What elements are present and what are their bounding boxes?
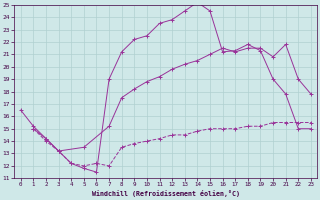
X-axis label: Windchill (Refroidissement éolien,°C): Windchill (Refroidissement éolien,°C): [92, 190, 240, 197]
